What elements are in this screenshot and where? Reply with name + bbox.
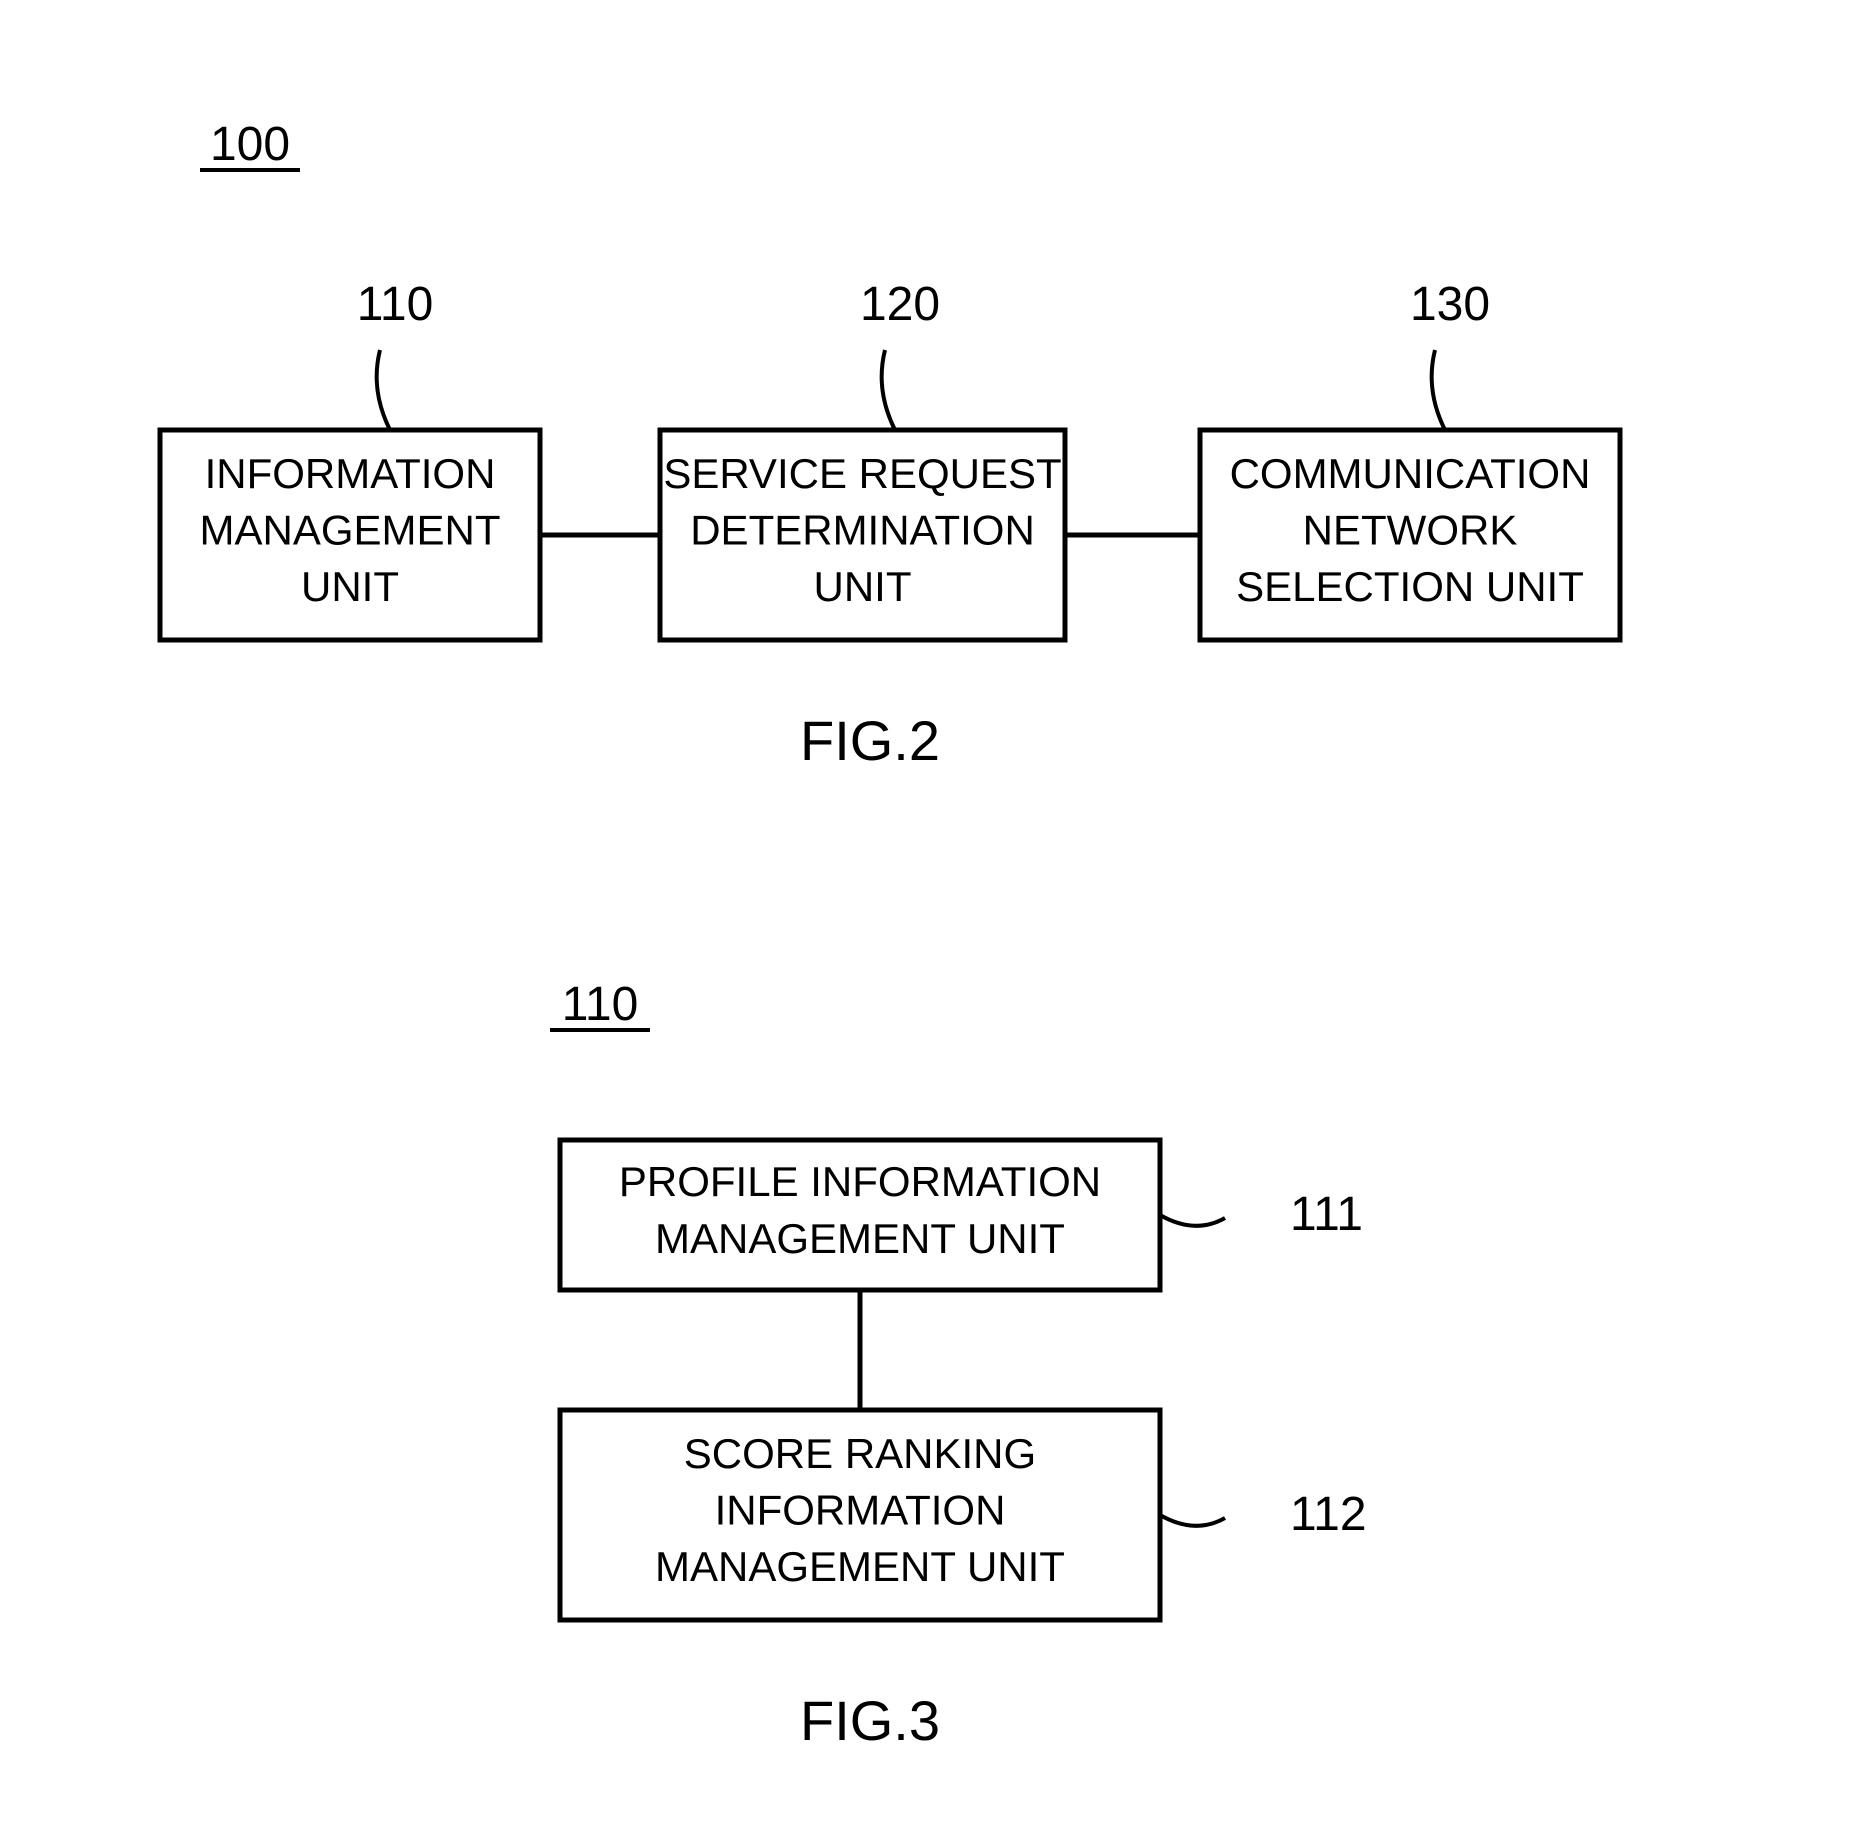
comm-network-unit-line-2: SELECTION UNIT — [1236, 563, 1584, 610]
comm-network-unit-ref: 130 — [1410, 278, 1490, 331]
info-mgmt-unit-line-0: INFORMATION — [205, 450, 496, 497]
fig3-caption: FIG.3 — [800, 1689, 940, 1752]
service-request-unit-ref: 120 — [860, 278, 940, 331]
comm-network-unit-line-0: COMMUNICATION — [1230, 450, 1591, 497]
info-mgmt-unit-line-1: MANAGEMENT — [199, 506, 500, 553]
score-ranking-unit-line-1: INFORMATION — [715, 1486, 1006, 1533]
comm-network-unit-line-1: NETWORK — [1303, 506, 1518, 553]
profile-info-unit-ref: 111 — [1290, 1188, 1363, 1241]
profile-info-unit-line-1: MANAGEMENT UNIT — [655, 1215, 1065, 1262]
fig2-caption: FIG.2 — [800, 709, 940, 772]
service-request-unit-line-0: SERVICE REQUEST — [663, 450, 1061, 497]
info-mgmt-unit-line-2: UNIT — [301, 563, 399, 610]
service-request-unit-line-1: DETERMINATION — [690, 506, 1035, 553]
fig3-system-ref: 110 — [562, 978, 639, 1031]
score-ranking-unit-ref: 112 — [1290, 1488, 1367, 1541]
fig2-system-ref: 100 — [210, 118, 290, 171]
profile-info-unit-line-0: PROFILE INFORMATION — [619, 1158, 1101, 1205]
score-ranking-unit-line-0: SCORE RANKING — [684, 1430, 1036, 1477]
score-ranking-unit-line-2: MANAGEMENT UNIT — [655, 1543, 1065, 1590]
service-request-unit-line-2: UNIT — [814, 563, 912, 610]
info-mgmt-unit-ref: 110 — [357, 278, 434, 331]
